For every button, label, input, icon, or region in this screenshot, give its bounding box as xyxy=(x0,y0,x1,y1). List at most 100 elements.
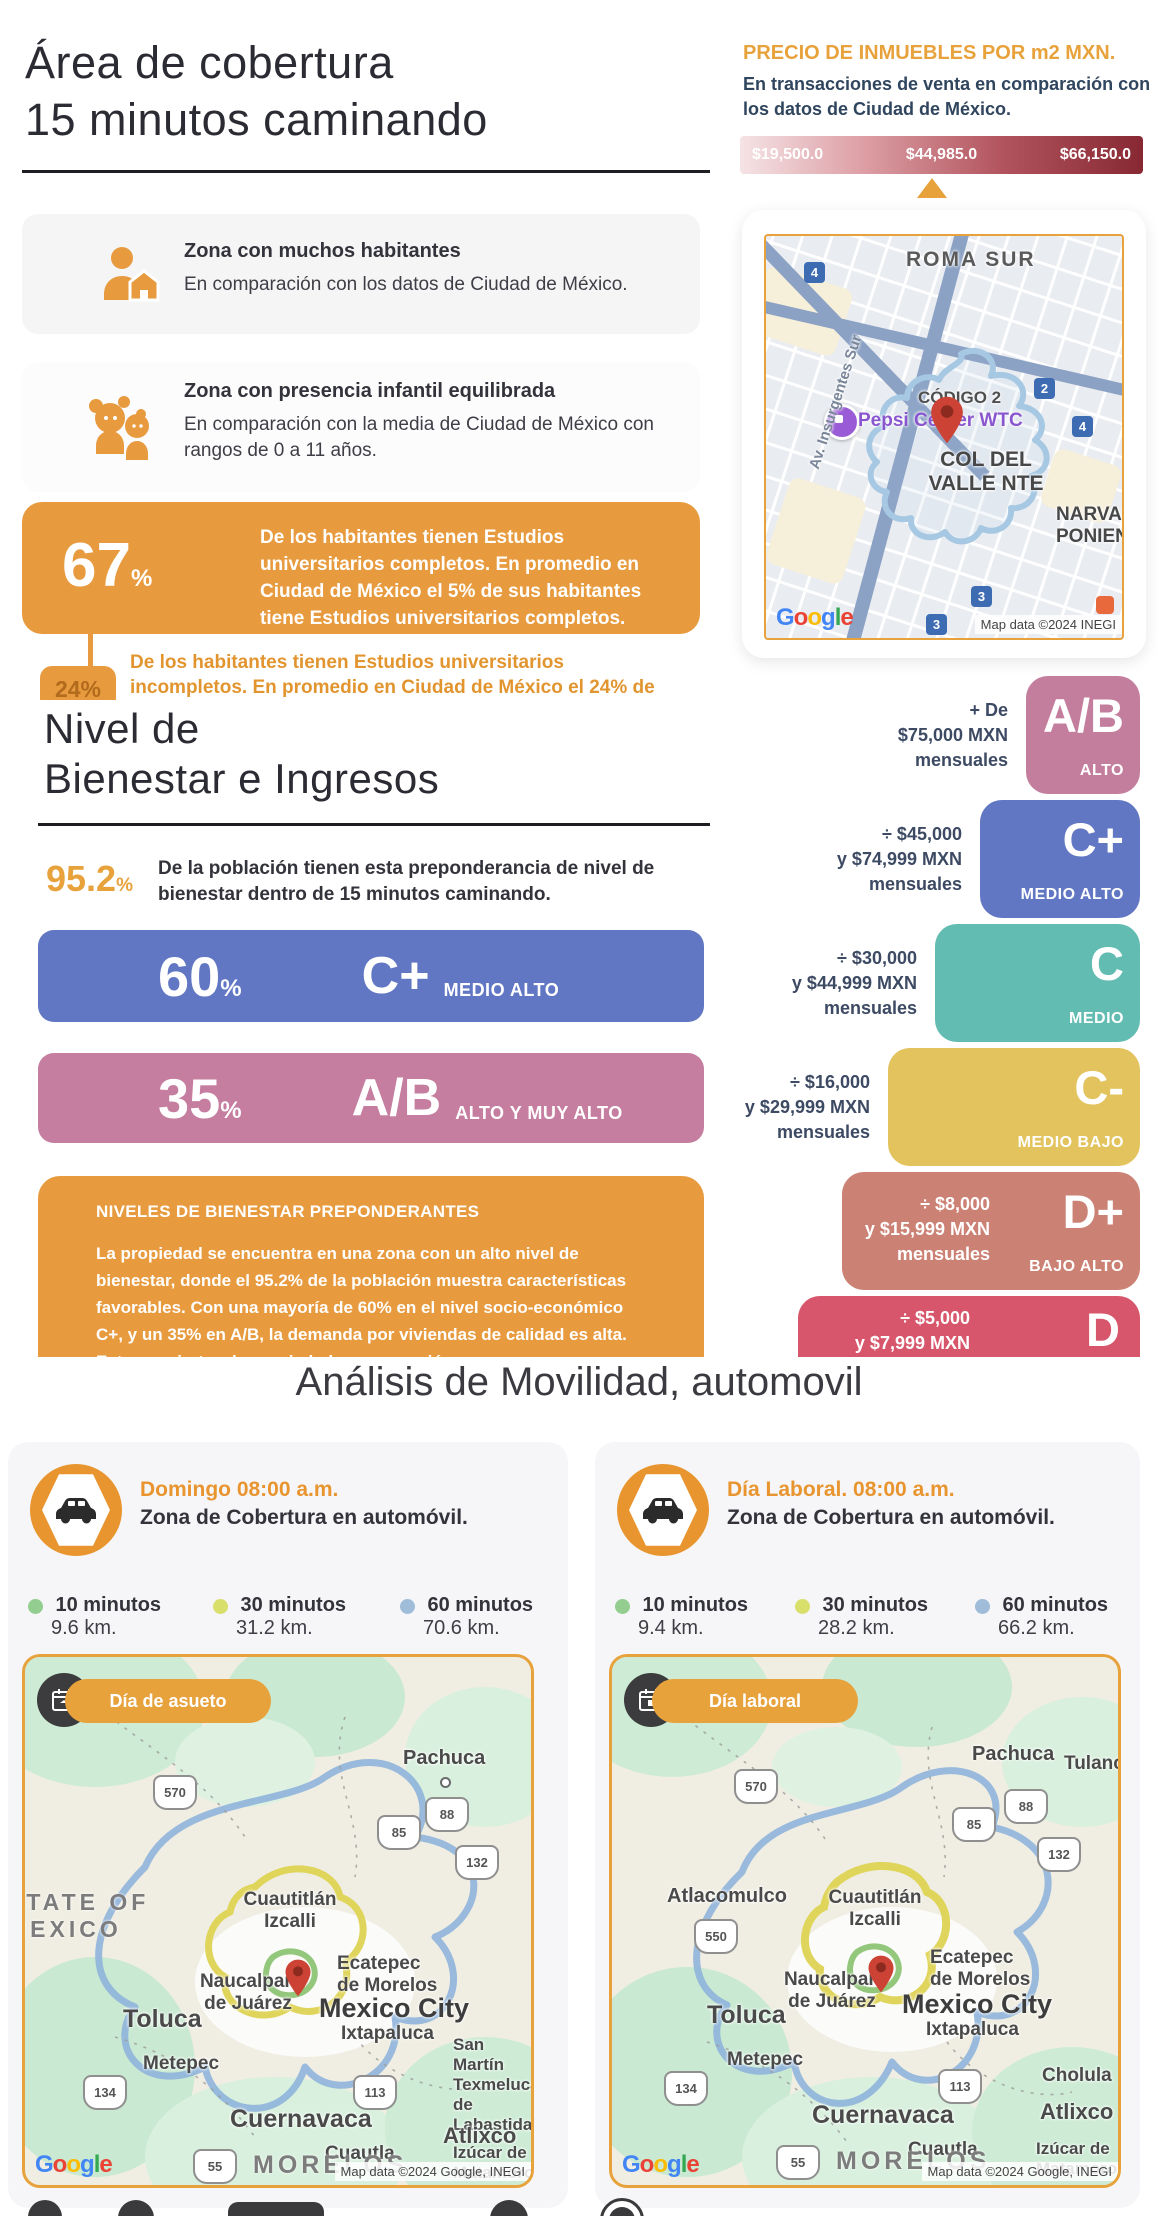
ladder-card-dplus: ÷ $8,000 y $15,999 MXN mensuales D+ BAJO A… xyxy=(842,1172,1140,1290)
bar-c-plus: 60% C+ MEDIO ALTO xyxy=(38,930,704,1022)
mobility-card-subtitle: Zona de Cobertura en automóvil. xyxy=(727,1506,1055,1529)
map-attribution: Map data ©2024 INEGI xyxy=(974,615,1122,634)
location-pin-icon xyxy=(285,1959,311,1997)
ladder-range-cminus: ÷ $16,000 y $29,999 MXN mensuales xyxy=(744,1072,870,1142)
wellbeing-title: Nivel de Bienestar e Ingresos xyxy=(44,705,440,802)
ladder-range-cplus: ÷ $45,000 y $74,999 MXN mensuales xyxy=(836,824,962,894)
city-label: Atlixco xyxy=(1040,2099,1114,2124)
wellbeing-stat-text: De la población tienen esta preponderanc… xyxy=(158,858,655,905)
isochrone-outlines xyxy=(671,1706,1073,2143)
city-label: Cuernavaca xyxy=(812,2101,954,2129)
google-logo[interactable]: Google xyxy=(35,2151,113,2178)
legend-dot-green xyxy=(28,1599,43,1615)
town-dot xyxy=(440,1777,451,1788)
terrain xyxy=(772,1727,902,1807)
city-label: Ecatepec de Morelos xyxy=(337,1953,438,1996)
bar-tag: ALTO Y MUY ALTO xyxy=(455,1102,623,1123)
route-shield: 570 xyxy=(734,1769,778,1804)
city-label: Cuautitlán Izcalli xyxy=(828,1887,922,1930)
legend-dot-yellow xyxy=(795,1599,810,1615)
car-icon xyxy=(643,1498,683,1524)
poi-pin-icon[interactable] xyxy=(824,404,860,440)
city-label: Cuernavaca xyxy=(230,2105,372,2133)
bar-a-b: 35% A/B ALTO Y MUY ALTO xyxy=(38,1053,704,1143)
section-divider xyxy=(22,170,710,173)
mobility-card-sunday: Domingo 08:00 a.m. Zona de Cobertura en … xyxy=(8,1442,568,2208)
city-label: Pachuca xyxy=(972,1743,1055,1765)
legend-dot-green xyxy=(615,1599,630,1615)
city-label: Naucalpan de Juárez xyxy=(783,1969,881,2012)
toolbar-circle-icon[interactable] xyxy=(118,2200,154,2216)
children-icon xyxy=(89,396,149,460)
city-label: Atlacomulco xyxy=(667,1885,788,1907)
legend-item-10: 10 minutos 9.4 km. xyxy=(615,1594,748,1640)
price-subheading: En transacciones de venta en comparación… xyxy=(743,74,1151,119)
route-shield: 55 xyxy=(193,2149,237,2184)
page-title: Área de cobertura 15 minutos caminando xyxy=(25,37,488,145)
ladder-range-dplus: ÷ $8,000 y $15,999 MXN mensuales xyxy=(864,1194,990,1264)
city-label: Cholula xyxy=(1042,2065,1112,2086)
city-label: Atlixco xyxy=(443,2123,517,2148)
route-shield: 132 xyxy=(1037,1837,1081,1872)
ladder-range-ab: + De $75,000 MXN mensuales xyxy=(897,700,1008,770)
city-label: Ecatepec de Morelos xyxy=(930,1947,1031,1990)
map-badge: Día laboral xyxy=(652,1679,858,1723)
toolbar-rect-icon[interactable] xyxy=(228,2202,324,2216)
city-label: Ixtapaluca xyxy=(341,2023,434,2044)
wellbeing-heading-block: Nivel de Bienestar e Ingresos xyxy=(0,700,724,825)
price-min: $19,500.0 xyxy=(752,146,824,163)
mobility-map-workday[interactable]: Pachuca Tulancingo 570 85 88 132 Atlacom… xyxy=(609,1654,1121,2188)
car-badge-icon xyxy=(617,1464,709,1556)
info-card-text: En comparación con la media de Ciudad de… xyxy=(184,414,654,461)
mobility-map-sunday[interactable]: Pachuca 570 85 88 132 STATE OF MEXICO Cu… xyxy=(22,1654,534,2188)
toolbar-walk-icon[interactable] xyxy=(28,2200,62,2216)
legend-item-60: 60 minutos 66.2 km. xyxy=(975,1594,1108,1640)
bar-pct: 35% xyxy=(158,1066,242,1130)
route-shield: 134 xyxy=(664,2071,708,2106)
education-incomplete-text: De los habitantes tienen Estudios univer… xyxy=(130,652,655,698)
info-card-habitantes: Zona con muchos habitantes En comparació… xyxy=(22,214,700,334)
toolbar-circle-icon[interactable] xyxy=(490,2200,528,2216)
legend-item-60: 60 minutos 70.6 km. xyxy=(400,1594,533,1640)
walk-coverage-map[interactable]: ROMA SUR 4 2 4 3 3 CÓDIGO 2 Pepsi Center… xyxy=(764,234,1124,640)
wellbeing-stat-value: 95.2% xyxy=(46,858,133,899)
education-complete-card: 67% De los habitantes tienen Estudios un… xyxy=(22,502,700,634)
map-attribution: Map data ©2024 Google, INEGI xyxy=(921,2162,1118,2181)
ladder-card-d: ÷ $5,000 y $7,999 MXN D xyxy=(798,1296,1140,1357)
mobility-card-subtitle: Zona de Cobertura en automóvil. xyxy=(140,1506,468,1529)
price-marker-triangle-icon xyxy=(917,178,947,198)
walk-isochrone-outline xyxy=(866,347,1050,545)
region-label: STATE OF MEXICO xyxy=(25,1889,150,1942)
education-complete-text: De los habitantes tienen Estudios univer… xyxy=(260,527,642,629)
car-icon xyxy=(56,1498,96,1524)
map-label-col-del-valle: COL DEL VALLE NTE xyxy=(928,448,1044,495)
summary-title: NIVELES DE BIENESTAR PREPONDERANTES xyxy=(96,1202,480,1221)
info-card-text: En comparación con los datos de Ciudad d… xyxy=(184,274,628,295)
price-max: $66,150.0 xyxy=(1059,146,1131,163)
route-shield: 132 xyxy=(455,1845,499,1880)
ladder-card-cplus: C+ MEDIO ALTO xyxy=(980,800,1140,918)
info-card-title: Zona con presencia infantil equilibrada xyxy=(184,380,556,402)
city-label: Toluca xyxy=(123,2005,202,2033)
city-label: Ixtapaluca xyxy=(926,2019,1019,2040)
map-badge: Día de asueto xyxy=(65,1679,271,1723)
city-label: Tulancingo xyxy=(1064,1753,1118,1774)
location-pin-icon xyxy=(931,396,963,444)
google-logo[interactable]: Google xyxy=(622,2151,700,2178)
metro-badge-icon xyxy=(1096,596,1114,614)
price-heading: PRECIO DE INMUEBLES POR m2 MXN. xyxy=(743,42,1116,64)
ladder-card-c: C MEDIO xyxy=(935,924,1140,1042)
summary-body: La propiedad se encuentra en una zona co… xyxy=(96,1244,627,1357)
route-shield: 88 xyxy=(1004,1789,1048,1824)
city-label: Metepec xyxy=(143,2053,220,2074)
price-mid: $44,985.0 xyxy=(905,146,978,163)
bar-pct: 60% xyxy=(158,944,242,1008)
wellbeing-summary-card: NIVELES DE BIENESTAR PREPONDERANTES La p… xyxy=(38,1176,704,1357)
city-label: Mexico City xyxy=(902,1989,1053,2019)
ladder-card-cminus: C- MEDIO BAJO xyxy=(888,1048,1140,1166)
route-badge: 4 xyxy=(804,262,825,283)
mobility-card-title: Domingo 08:00 a.m. xyxy=(140,1478,339,1501)
car-badge-icon xyxy=(30,1464,122,1556)
route-badge: 3 xyxy=(971,586,992,607)
google-logo[interactable]: Google xyxy=(776,604,854,631)
